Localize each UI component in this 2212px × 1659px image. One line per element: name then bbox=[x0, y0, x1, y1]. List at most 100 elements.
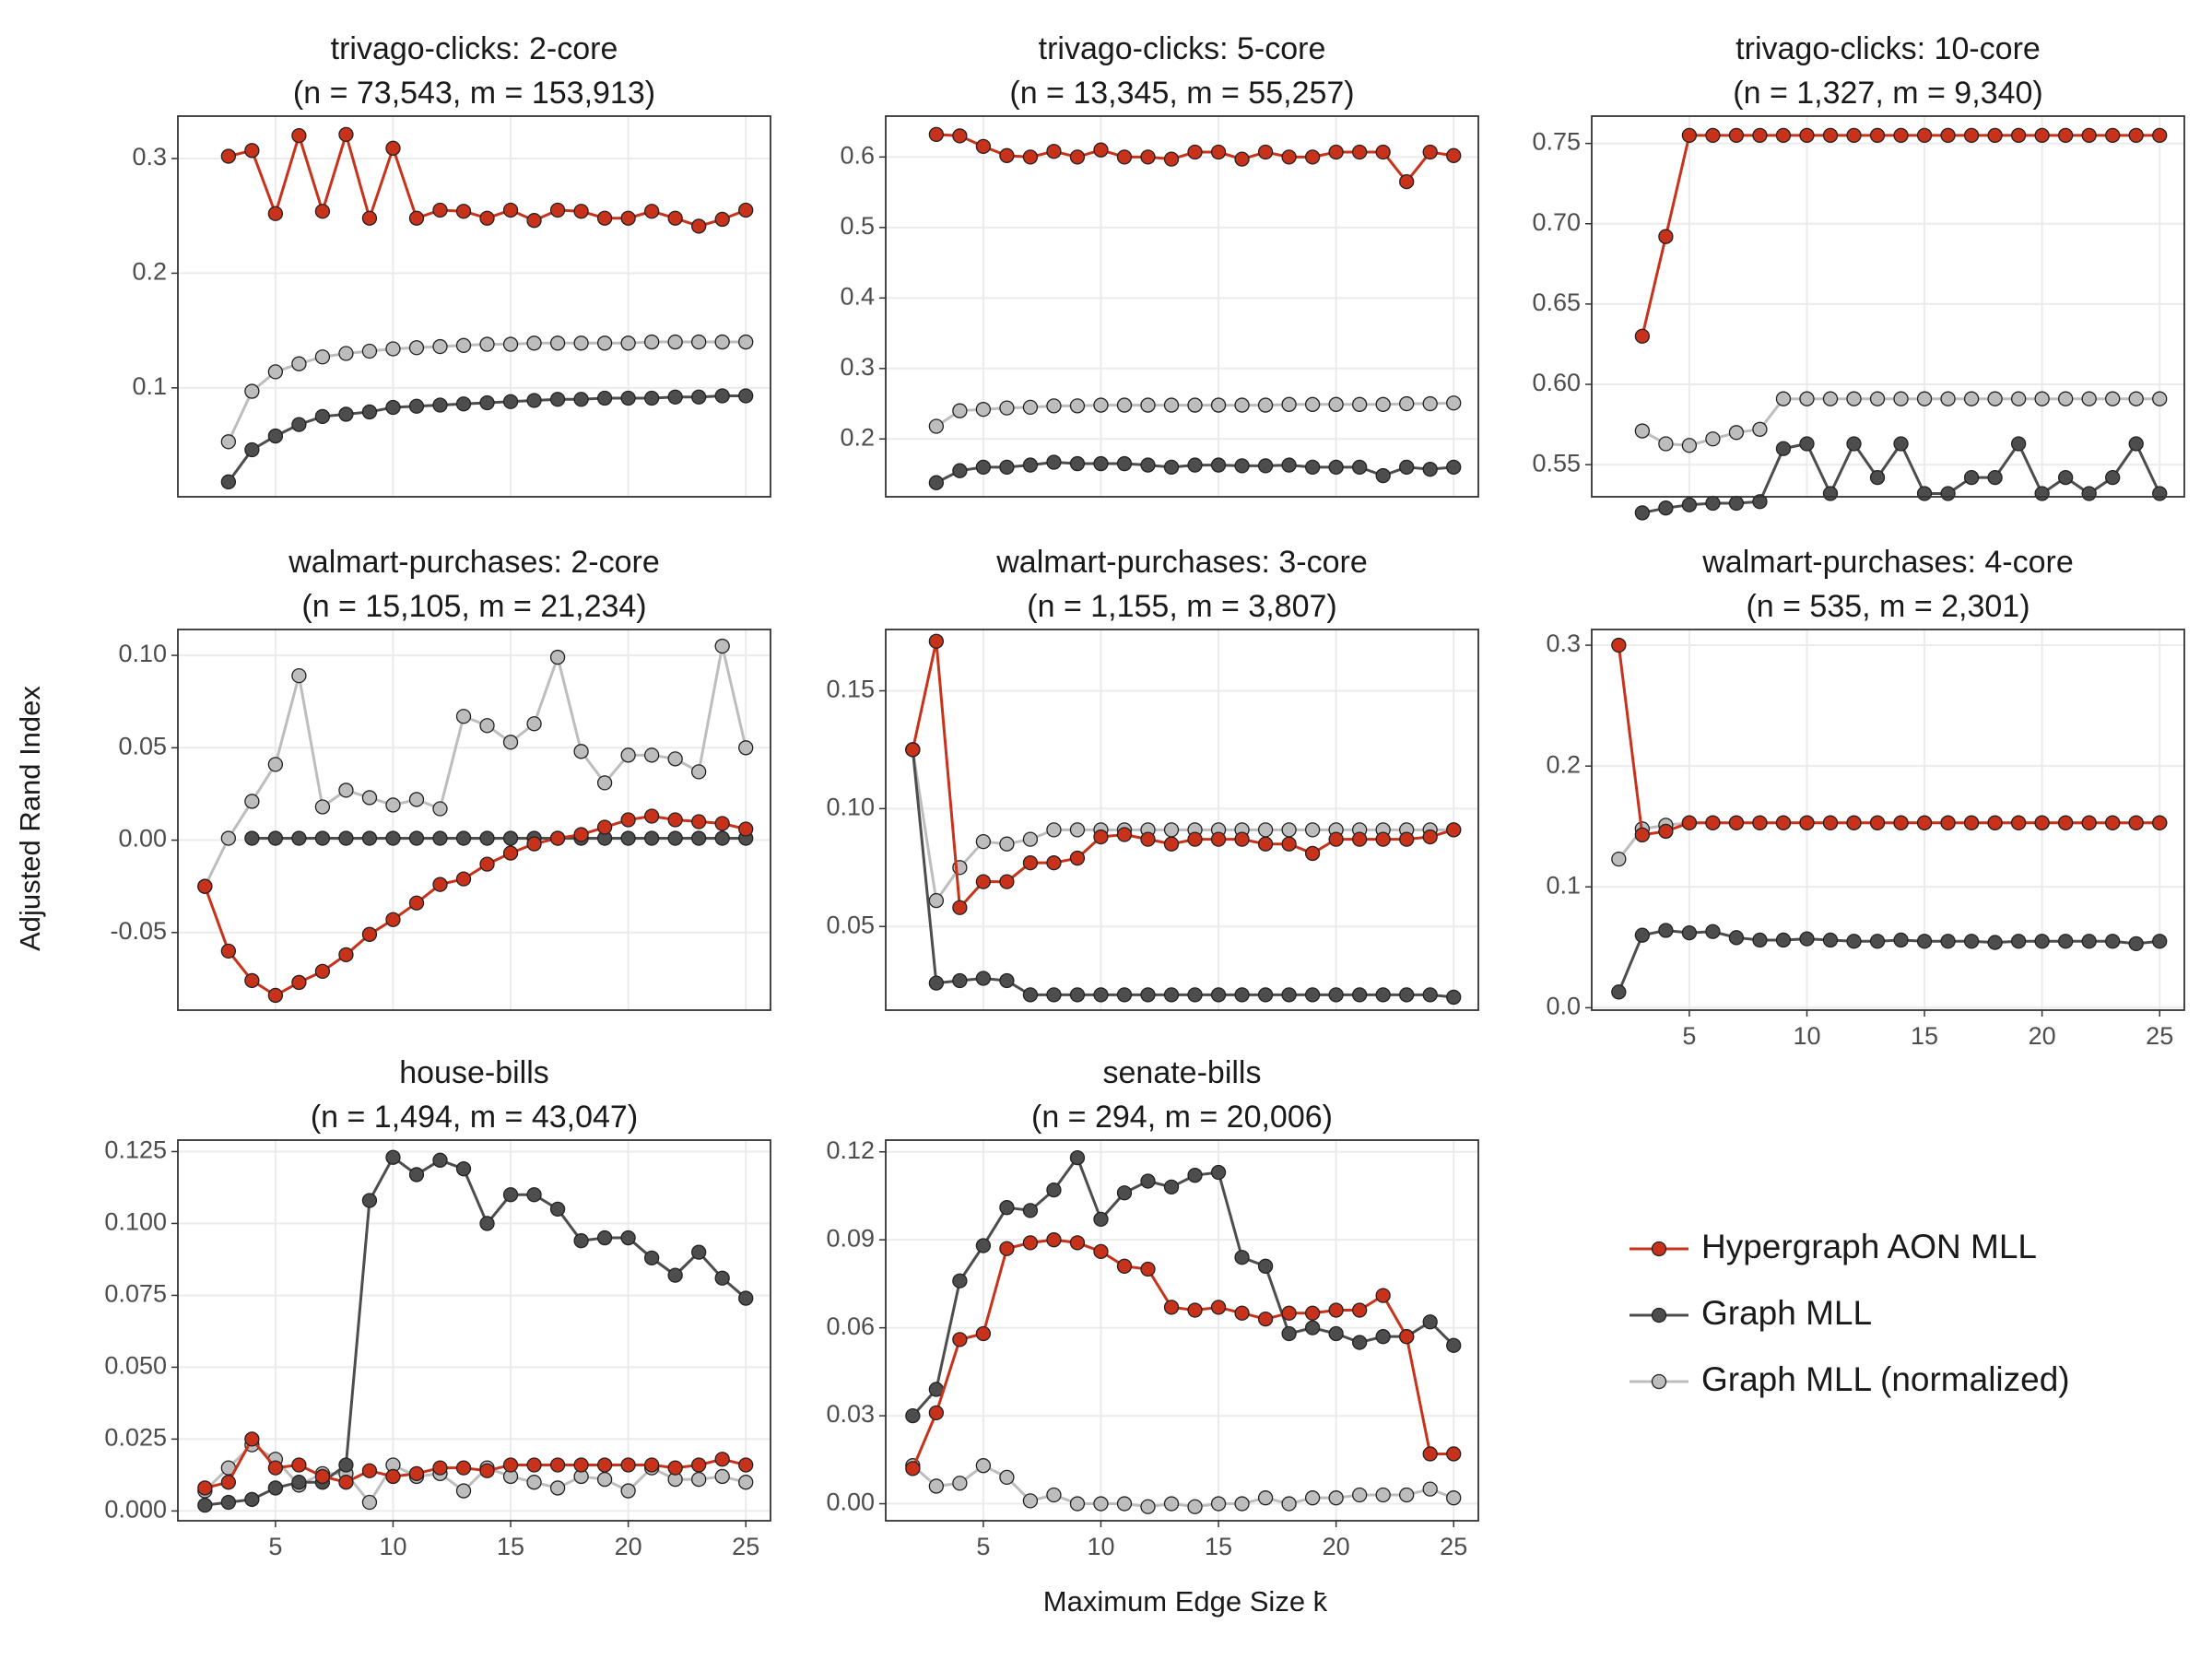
series-point bbox=[2081, 486, 2097, 501]
series-point bbox=[1281, 836, 1297, 852]
series-point bbox=[1893, 436, 1909, 452]
series-point bbox=[1775, 391, 1792, 406]
series-point bbox=[1916, 391, 1933, 406]
y-tick-label: 0.00 bbox=[118, 825, 167, 853]
series-point bbox=[1210, 831, 1227, 847]
series-point bbox=[1963, 815, 1980, 830]
series-point bbox=[643, 1250, 660, 1266]
series-point bbox=[408, 830, 425, 846]
series-point bbox=[291, 667, 307, 684]
panel-title: walmart-purchases: 3-core bbox=[995, 545, 1367, 580]
series-point bbox=[999, 874, 1015, 889]
series-point bbox=[596, 1471, 613, 1488]
series-point bbox=[385, 140, 401, 156]
series-point bbox=[643, 204, 660, 219]
series-point bbox=[975, 138, 992, 155]
series-point bbox=[1163, 1496, 1180, 1512]
series-point bbox=[549, 335, 566, 351]
series-point bbox=[455, 871, 472, 887]
series-point bbox=[1987, 815, 2003, 830]
series-point bbox=[2152, 127, 2168, 144]
series-point bbox=[1116, 149, 1133, 165]
series-point bbox=[596, 1230, 613, 1246]
series-point bbox=[408, 1167, 425, 1182]
series-point bbox=[1234, 1305, 1250, 1321]
series-point bbox=[1611, 851, 1627, 867]
x-tick-label: 20 bbox=[2029, 1022, 2056, 1050]
series-point bbox=[1399, 459, 1415, 476]
series-point bbox=[502, 735, 519, 750]
series-point bbox=[1399, 987, 1415, 1003]
series-point bbox=[2081, 815, 2097, 830]
series-point bbox=[455, 396, 472, 412]
series-point bbox=[244, 1491, 260, 1508]
series-point bbox=[1375, 987, 1391, 1003]
series-point bbox=[1093, 142, 1109, 158]
series-point bbox=[1963, 469, 1980, 486]
series-point bbox=[479, 856, 495, 872]
series-point bbox=[1046, 855, 1062, 871]
series-point bbox=[1093, 397, 1109, 413]
series-point bbox=[691, 830, 707, 846]
series-point bbox=[1351, 1302, 1368, 1318]
series-point bbox=[1210, 457, 1227, 473]
series-point bbox=[479, 1463, 495, 1478]
series-point bbox=[620, 1230, 636, 1246]
series-point bbox=[267, 987, 284, 1004]
series-point bbox=[1752, 421, 1768, 437]
series-point bbox=[1069, 1235, 1086, 1251]
series-point bbox=[502, 1187, 519, 1203]
series-point bbox=[291, 830, 307, 846]
series-point bbox=[338, 346, 354, 361]
series-point bbox=[408, 210, 425, 226]
series-point bbox=[2105, 391, 2121, 406]
series-point bbox=[361, 210, 378, 226]
legend: Hypergraph AON MLL Graph MLL Graph MLL (no… bbox=[1630, 1228, 2070, 1398]
y-tick-label: 0.10 bbox=[826, 793, 875, 820]
y-tick-label: 0.0 bbox=[1546, 993, 1581, 1020]
series-point bbox=[526, 716, 542, 732]
series-point bbox=[2034, 486, 2050, 501]
series-point bbox=[2057, 127, 2074, 144]
series-point bbox=[361, 926, 378, 942]
series-point bbox=[999, 147, 1015, 163]
series-point bbox=[1046, 1182, 1062, 1198]
series-point bbox=[1116, 1496, 1133, 1512]
series-point bbox=[1351, 987, 1368, 1003]
series-point bbox=[1328, 1490, 1344, 1506]
plot-background bbox=[886, 629, 1478, 1010]
series-point bbox=[1281, 149, 1297, 165]
series-point bbox=[1069, 850, 1086, 866]
series-point bbox=[1775, 932, 1792, 948]
series-point bbox=[1304, 459, 1321, 476]
y-tick-label: 0.06 bbox=[826, 1312, 875, 1340]
series-point bbox=[1022, 1235, 1039, 1251]
series-point bbox=[314, 1468, 331, 1485]
series-point bbox=[691, 334, 707, 350]
series-point bbox=[267, 1460, 284, 1476]
series-point bbox=[1163, 836, 1180, 852]
series-point bbox=[1705, 495, 1721, 512]
series-point bbox=[1116, 1185, 1133, 1201]
series-point bbox=[1304, 149, 1321, 165]
panel-subtitle: (n = 294, m = 20,006) bbox=[1031, 1100, 1333, 1135]
series-point bbox=[1446, 147, 1462, 163]
series-point bbox=[1705, 431, 1721, 447]
series-point bbox=[408, 340, 425, 356]
series-point bbox=[975, 1325, 992, 1342]
series-point bbox=[1893, 932, 1909, 948]
series-point bbox=[1093, 987, 1109, 1003]
series-point bbox=[479, 1216, 495, 1231]
series-point bbox=[1752, 127, 1768, 144]
plot-border bbox=[885, 629, 1479, 1011]
series-point bbox=[1799, 391, 1815, 406]
series-point bbox=[1399, 173, 1415, 190]
y-tick-label: 0.3 bbox=[132, 143, 167, 171]
series-point bbox=[1869, 815, 1886, 830]
series-point bbox=[667, 334, 683, 350]
series-point bbox=[1257, 1258, 1274, 1274]
series-point bbox=[2010, 934, 2027, 949]
series-point bbox=[197, 1498, 213, 1513]
series-point bbox=[975, 874, 992, 889]
series-point bbox=[1187, 1168, 1203, 1183]
